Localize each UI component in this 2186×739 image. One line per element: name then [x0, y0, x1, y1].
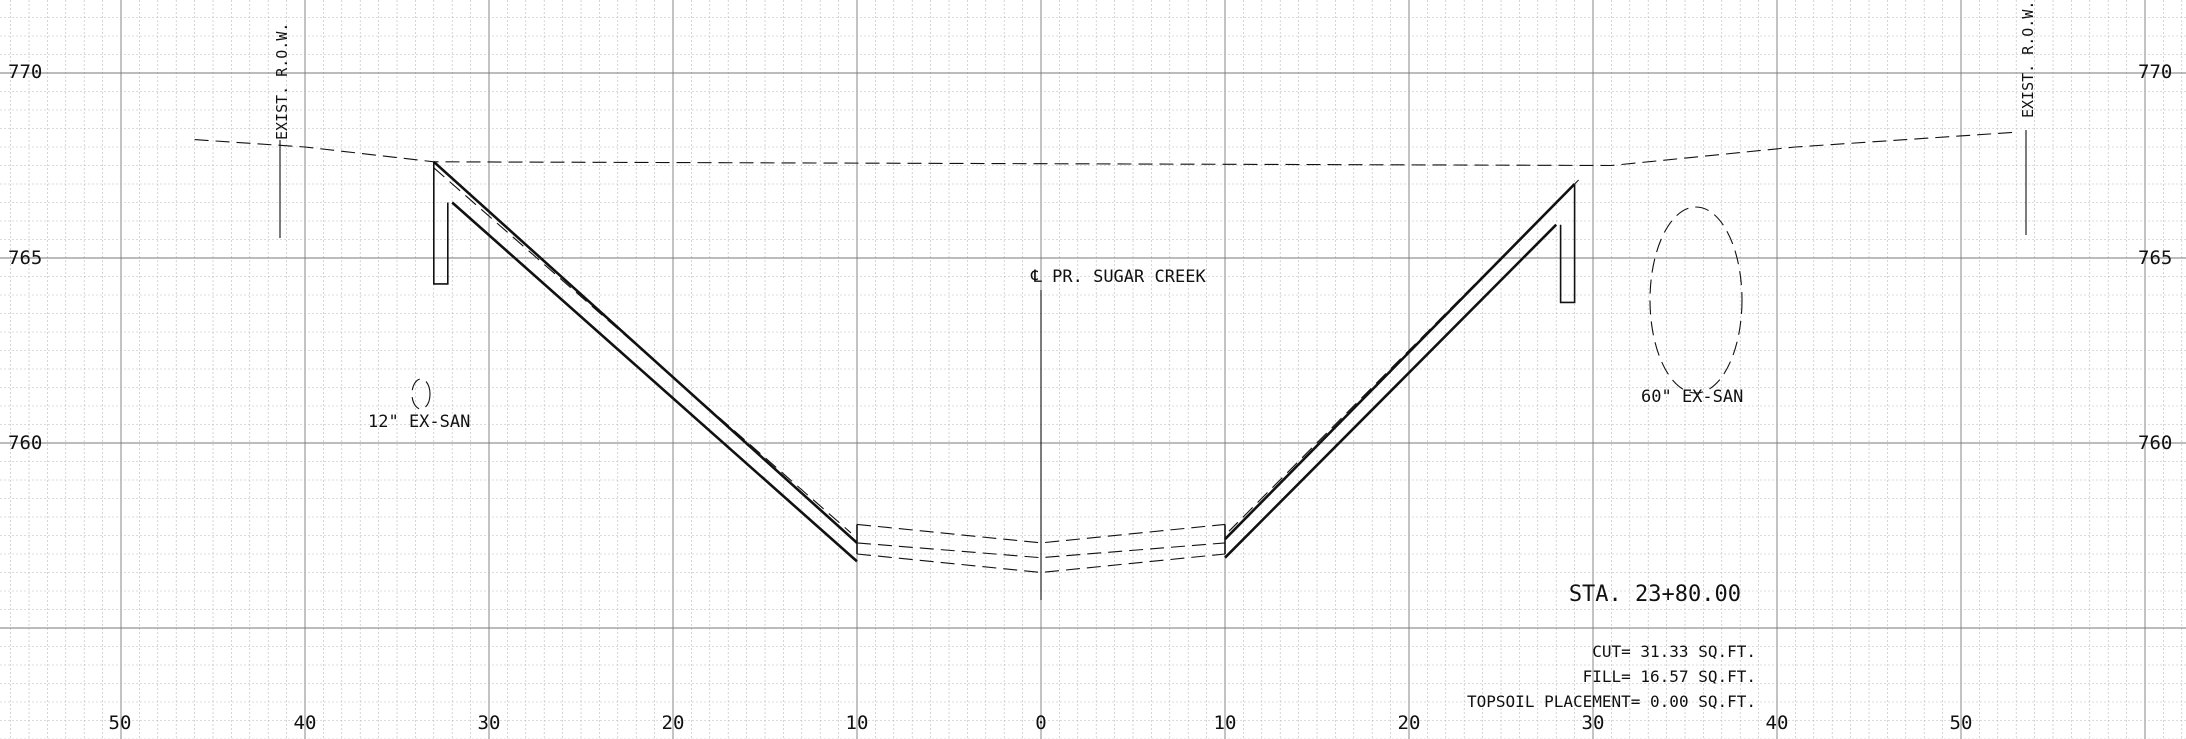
offset-label: 40 [294, 712, 317, 734]
existing-ground-line [194, 131, 2017, 167]
row-right-label: EXIST. R.O.W. [2019, 1, 2037, 118]
elevation-label: 765 [2138, 247, 2172, 269]
offset-label: 40 [1766, 712, 1789, 734]
existing-ground-polyline [194, 131, 2017, 167]
right-row-marker: EXIST. R.O.W. [2019, 1, 2037, 235]
left-toe-down [432, 161, 449, 285]
elevation-labels-right: 770 765 760 [2138, 61, 2172, 454]
elevation-label: 760 [2138, 432, 2172, 454]
right-toe-down [1559, 184, 1576, 304]
area-summary: STA. 23+80.00 CUT= 31.33 SQ.FT. FILL= 16… [1467, 582, 1756, 711]
centerline: ℄ PR. SUGAR CREEK [1030, 267, 1206, 600]
right-slope-liner-line [1224, 223, 1558, 559]
pipe-large: 60" EX-SAN [1641, 206, 1743, 407]
row-left-label: EXIST. R.O.W. [273, 23, 291, 140]
cut-label: CUT= 31.33 SQ.FT. [1592, 642, 1756, 661]
offset-label: 20 [1398, 712, 1421, 734]
elevation-label: 770 [2138, 61, 2172, 83]
offset-label: 10 [846, 712, 869, 734]
elevation-label: 760 [8, 432, 42, 454]
bed-line-middle [856, 542, 1226, 559]
left-slope-liner-line [451, 201, 858, 563]
left-slope-existing-line [433, 167, 852, 534]
pipe-small-label: 12" EX-SAN [368, 412, 470, 432]
right-slope-existing-line [1228, 179, 1579, 532]
topsoil-label: TOPSOIL PLACEMENT= 0.00 SQ.FT. [1467, 692, 1756, 711]
pipe-small: 12" EX-SAN [368, 378, 470, 432]
fill-label: FILL= 16.57 SQ.FT. [1583, 667, 1756, 686]
offset-label: 20 [662, 712, 685, 734]
elevation-label: 765 [8, 247, 42, 269]
station-label: STA. 23+80.00 [1569, 582, 1741, 607]
offset-label: 30 [1582, 712, 1605, 734]
offset-label: 10 [1214, 712, 1237, 734]
offset-label: 50 [1950, 712, 1973, 734]
offset-labels: 50 40 30 20 10 0 10 20 30 40 50 [109, 712, 1973, 734]
elevation-labels-left: 770 765 760 [8, 61, 42, 454]
offset-label: 0 [1035, 712, 1046, 734]
left-row-marker: EXIST. R.O.W. [273, 23, 291, 238]
elevation-label: 770 [8, 61, 42, 83]
centerline-label: ℄ PR. SUGAR CREEK [1030, 267, 1206, 287]
right-slope-top-line [1224, 183, 1576, 541]
proposed-channel [432, 160, 1579, 574]
offset-label: 30 [478, 712, 501, 734]
offset-label: 50 [109, 712, 132, 734]
pipe-large-label: 60" EX-SAN [1641, 387, 1743, 407]
